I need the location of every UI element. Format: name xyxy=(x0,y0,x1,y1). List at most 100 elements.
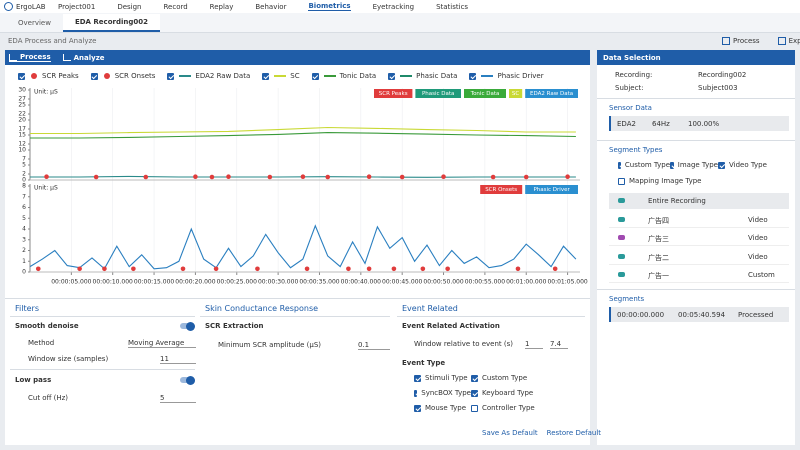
list-row[interactable] xyxy=(609,193,789,209)
segment-type[interactable]: Mapping Image Type xyxy=(618,177,778,185)
legend-marker xyxy=(31,73,37,79)
panel-tab-label: Process xyxy=(20,53,51,61)
toolbar-button[interactable]: Export xyxy=(777,37,800,45)
row-name: 广告三 xyxy=(648,235,669,243)
button[interactable]: Restore Default xyxy=(546,429,602,437)
menu-item[interactable]: Statistics xyxy=(436,2,469,11)
segment-type[interactable]: Custom Type xyxy=(618,161,670,169)
checkbox[interactable] xyxy=(414,389,418,397)
icon xyxy=(777,37,786,45)
list-row[interactable] xyxy=(609,212,789,228)
tab[interactable]: Overview xyxy=(6,14,63,32)
label: Window size (samples) xyxy=(28,355,109,363)
cell: 00:00:00.000 xyxy=(617,311,665,319)
list-row[interactable] xyxy=(609,249,789,265)
icon xyxy=(722,37,730,45)
event-type[interactable]: Controller Type xyxy=(471,404,541,412)
event-type[interactable]: Stimuli Type xyxy=(414,374,471,382)
cell: 00:05:40.594 xyxy=(678,311,726,319)
checkbox[interactable] xyxy=(388,72,396,80)
toggle[interactable] xyxy=(180,375,195,385)
legend-marker xyxy=(323,75,336,77)
menu-item[interactable]: Design xyxy=(117,2,142,11)
list-row[interactable] xyxy=(609,230,789,246)
legend-item[interactable]: Phasic Driver xyxy=(469,72,544,80)
checkbox[interactable] xyxy=(471,374,478,382)
input[interactable]: 5 xyxy=(160,394,196,403)
row-type: Video xyxy=(748,234,768,242)
panel-tab[interactable]: Process xyxy=(9,53,51,62)
legend-item[interactable]: EDA2 Raw Data xyxy=(167,72,250,80)
checkbox[interactable] xyxy=(471,389,478,397)
label: Event Type xyxy=(402,359,446,367)
input[interactable]: 7.4 xyxy=(550,340,568,349)
legend: SCR Peaks SCR Onsets EDA2 Raw Data SC Tonic … xyxy=(18,72,544,80)
divider xyxy=(597,98,795,99)
checkbox[interactable] xyxy=(469,72,477,80)
menu-item[interactable]: Record xyxy=(163,2,188,11)
menu-item[interactable]: Biometrics xyxy=(308,2,351,11)
menu-bar xyxy=(0,0,800,13)
divider xyxy=(597,289,795,290)
checkbox[interactable] xyxy=(718,161,725,169)
option-label: SyncBOX Type xyxy=(421,389,471,397)
segment-type[interactable]: Video Type xyxy=(718,161,778,169)
legend-marker xyxy=(400,75,413,77)
checkbox[interactable] xyxy=(414,404,421,412)
checkbox[interactable] xyxy=(167,72,175,80)
legend-item[interactable]: SC xyxy=(262,72,300,80)
event-type[interactable]: Custom Type xyxy=(471,374,541,382)
checkbox[interactable] xyxy=(618,177,625,185)
event-type[interactable]: Mouse Type xyxy=(414,404,471,412)
panel-title: Data Selection xyxy=(603,54,661,62)
checkbox[interactable] xyxy=(90,72,98,80)
icon xyxy=(618,253,625,259)
legend-item[interactable]: Phasic Data xyxy=(388,72,457,80)
panel-tabs: Process Analyze xyxy=(9,53,105,62)
legend-item[interactable]: SCR Peaks xyxy=(18,72,79,80)
icon xyxy=(9,53,17,61)
checkbox[interactable] xyxy=(670,161,674,169)
panel-tab[interactable]: Analyze xyxy=(62,53,105,62)
menu-item[interactable]: Project001 xyxy=(58,2,96,11)
input[interactable]: 0.1 xyxy=(358,341,390,350)
toolbar-button[interactable]: Process xyxy=(722,37,760,45)
checkbox[interactable] xyxy=(311,72,319,80)
input[interactable]: 1 xyxy=(525,340,543,349)
button[interactable]: Save As Default xyxy=(482,429,538,437)
list-row[interactable] xyxy=(609,267,789,283)
menu-item[interactable]: Eyetracking xyxy=(372,2,415,11)
legend-item[interactable]: Tonic Data xyxy=(311,72,376,80)
option-label: Mouse Type xyxy=(425,404,467,412)
legend-label: SCR Peaks xyxy=(42,72,79,80)
label: SCR Extraction xyxy=(205,322,264,330)
legend-label: EDA2 Raw Data xyxy=(195,72,251,80)
checkbox[interactable] xyxy=(18,72,25,80)
checkbox[interactable] xyxy=(414,374,421,382)
menu-item[interactable]: Replay xyxy=(209,2,234,11)
label: Method xyxy=(28,339,55,347)
row-name: 广告二 xyxy=(648,253,669,262)
segment-row[interactable] xyxy=(609,307,789,322)
app-logo[interactable]: ErgoLAB xyxy=(4,2,46,11)
panel-tab-label: Analyze xyxy=(73,53,105,62)
event-types: Stimuli Type Custom Type SyncBOX Type Keybo… xyxy=(414,374,541,412)
checkbox[interactable] xyxy=(471,404,478,412)
checkbox[interactable] xyxy=(618,161,621,169)
event-type[interactable]: Keyboard Type xyxy=(471,389,541,397)
segment-type[interactable]: Image Type xyxy=(670,161,718,169)
section-title: Segment Types xyxy=(609,146,663,154)
legend-item[interactable]: SCR Onsets xyxy=(90,72,155,80)
toggle[interactable] xyxy=(180,321,195,331)
checkbox[interactable] xyxy=(262,72,270,80)
row-type: Video xyxy=(748,252,768,261)
sensor-row[interactable] xyxy=(609,116,789,131)
event-type[interactable]: SyncBOX Type xyxy=(414,389,471,397)
divider xyxy=(597,140,795,141)
dropdown[interactable]: Moving Average xyxy=(128,339,196,348)
dropdown[interactable]: 11 xyxy=(160,355,196,364)
divider xyxy=(397,316,585,317)
tab[interactable]: EDA Recording002 xyxy=(62,14,160,32)
menu-item[interactable]: Behavior xyxy=(255,2,287,11)
label: Low pass xyxy=(15,376,52,384)
